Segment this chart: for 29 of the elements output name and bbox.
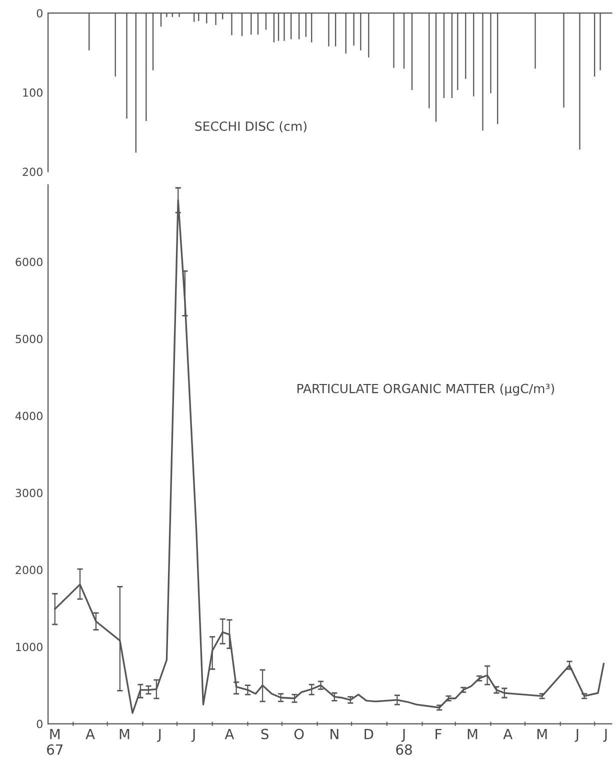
y-tick-label: 5000 [16,334,42,344]
y-tick-label: 0 [36,720,42,728]
y-tick-label: 100 [23,88,42,97]
x-tick-label: D [364,728,374,740]
x-tick-label: M 67 [47,728,63,755]
y-tick-label: 3000 [16,488,42,498]
y-tick-label: 0 [36,9,42,18]
x-tick-label: M [537,728,547,740]
x-tick-label: M [120,728,130,740]
x-tick-label: A [224,728,234,740]
x-tick-label: J 68 [396,728,412,755]
x-tick-label: J [574,728,578,742]
x-tick-label: J [603,728,607,742]
x-tick-label: O [294,728,304,740]
y-tick-label: 6000 [16,258,42,266]
x-tick-label: J [157,728,161,742]
x-tick-label: N [330,728,338,740]
x-tick-label: J [191,728,195,742]
y-tick-label: 4000 [15,412,42,420]
x-tick-label: S [261,728,268,740]
y-tick-label: 1000 [16,642,42,652]
y-tick-label: 2000 [16,566,42,574]
annotation: SECCHI DISC (cm) [195,121,306,132]
x-tick-label: M [468,728,478,740]
x-tick-label: A [503,728,512,740]
y-tick-label: 200 [22,168,42,176]
x-tick-label: A [86,728,95,740]
x-tick-label: F [436,728,442,740]
annotation: PARTICULATE ORGANIC MATTER (µgC/m³) [297,384,554,396]
